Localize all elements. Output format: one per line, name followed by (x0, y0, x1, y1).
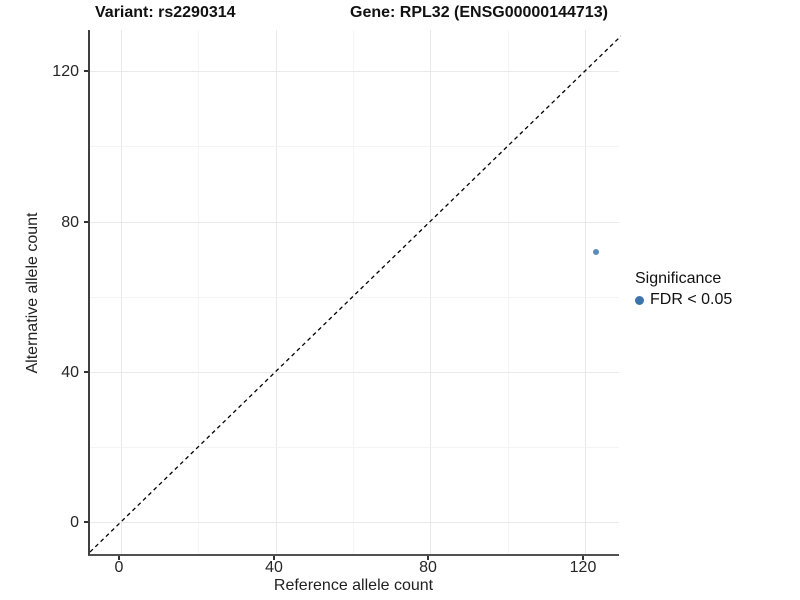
x-tick-label-40: 40 (265, 559, 283, 576)
x-tick-label-80: 80 (419, 559, 437, 576)
x-tick-0 (118, 556, 120, 560)
data-point (593, 249, 599, 255)
gridline-y-0 (90, 522, 619, 523)
x-axis-title: Reference allele count (273, 577, 434, 594)
y-tick-label-40: 40 (61, 364, 79, 381)
gridline-x-0 (121, 30, 122, 554)
legend-circle-marker-icon (635, 295, 644, 305)
y-tick-label-120: 120 (52, 63, 79, 80)
x-tick-label-120: 120 (569, 559, 597, 576)
legend-item-fdr: FDR < 0.05 (635, 291, 732, 309)
gridline-x-120 (585, 30, 586, 554)
gridline-y-120 (90, 71, 619, 72)
gridline-y-40 (90, 372, 619, 373)
x-tick-label-0: 0 (114, 559, 124, 576)
identity-line (90, 35, 621, 553)
plot-panel (88, 30, 621, 556)
legend-item-label: FDR < 0.05 (650, 291, 733, 308)
gridline-x-40 (276, 30, 277, 554)
y-tick-40 (84, 371, 88, 373)
gridline-y-60 (90, 297, 619, 298)
y-tick-label-80: 80 (61, 214, 79, 231)
y-tick-0 (84, 521, 88, 523)
x-tick-40 (273, 556, 275, 560)
gridline-x-60 (353, 30, 354, 554)
plot-title-gene: Gene: RPL32 (ENSG00000144713) (350, 4, 608, 21)
gridline-y-100 (90, 146, 619, 147)
legend: Significance FDR < 0.05 (635, 270, 732, 309)
y-tick-120 (84, 70, 88, 72)
legend-title: Significance (635, 270, 722, 287)
y-tick-label-0: 0 (70, 514, 79, 531)
gridline-y-80 (90, 222, 619, 223)
gridline-x-100 (508, 30, 509, 554)
x-tick-80 (427, 556, 429, 560)
gridline-y-20 (90, 447, 619, 448)
x-tick-120 (582, 556, 584, 560)
gridline-x-20 (198, 30, 199, 554)
plot-title-variant: Variant: rs2290314 (95, 4, 236, 21)
gridline-x-80 (430, 30, 431, 554)
y-tick-80 (84, 221, 88, 223)
